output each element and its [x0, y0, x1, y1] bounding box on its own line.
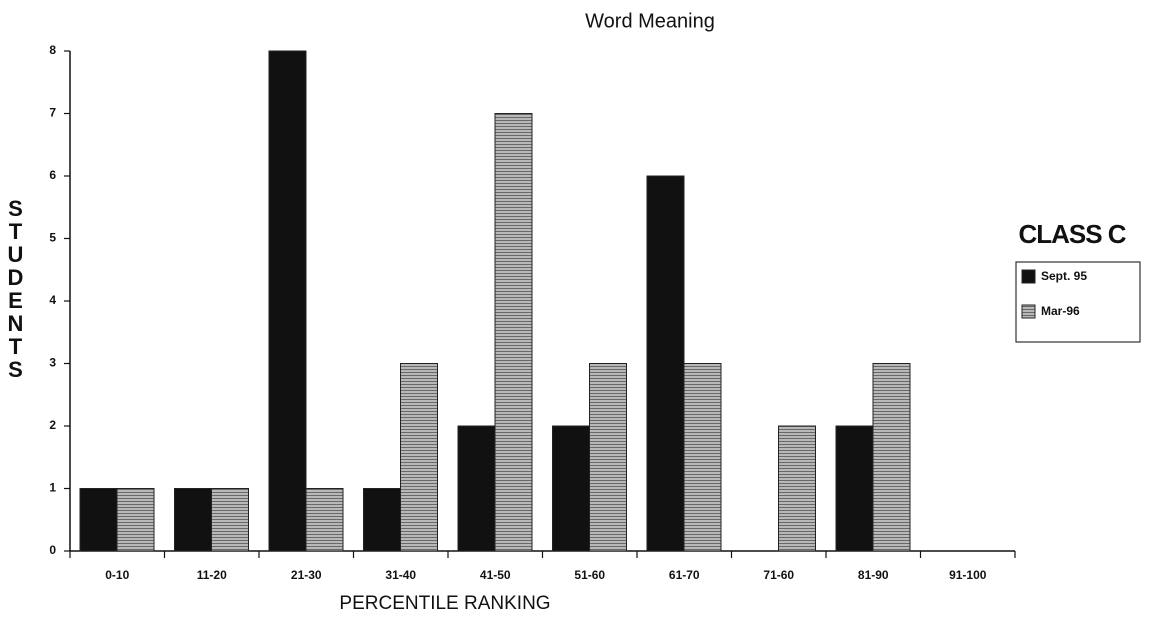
y-tick-label: 6 — [49, 168, 56, 182]
bar — [79, 488, 118, 552]
x-tick-label: 41-50 — [480, 568, 511, 582]
y-tick-label: 3 — [49, 356, 56, 370]
y-axis-label: STUDENTS — [3, 196, 28, 380]
legend-label: Sept. 95 — [1041, 269, 1087, 283]
legend-title: CLASS C — [1018, 219, 1126, 249]
y-tick-label: 5 — [49, 231, 56, 245]
bar — [174, 488, 212, 552]
y-tick-label: 7 — [49, 106, 56, 120]
bar — [589, 363, 627, 552]
x-tick-label: 21-30 — [291, 568, 322, 582]
chart-title: Word Meaning — [585, 10, 715, 32]
bar — [305, 488, 344, 552]
bar — [552, 425, 590, 552]
bar — [872, 363, 911, 552]
y-tick-label: 4 — [49, 293, 56, 307]
x-tick-label: 11-20 — [197, 568, 227, 582]
bar — [646, 175, 685, 552]
y-tick-label: 8 — [49, 43, 56, 57]
x-tick-label: 51-60 — [574, 568, 605, 582]
x-tick-label: 0-10 — [105, 568, 129, 582]
bar — [457, 425, 496, 552]
x-tick-label: 31-40 — [385, 568, 416, 582]
bar — [363, 488, 401, 552]
y-tick-label: 2 — [49, 418, 56, 432]
bar — [211, 488, 249, 552]
bar — [683, 363, 722, 552]
legend-label: Mar-96 — [1041, 304, 1080, 318]
bar — [400, 363, 438, 552]
x-tick-label: 71-60 — [763, 568, 794, 582]
bar — [835, 425, 874, 552]
x-axis-label: PERCENTILE RANKING — [339, 593, 550, 614]
x-tick-label: 61-70 — [669, 568, 700, 582]
bar — [778, 425, 816, 552]
legend-swatch — [1021, 304, 1036, 319]
bar — [494, 113, 533, 552]
legend-box — [1015, 261, 1141, 343]
legend-swatch — [1021, 269, 1036, 284]
y-tick-label: 0 — [49, 543, 56, 557]
y-tick-label: 1 — [49, 481, 56, 495]
bar — [116, 488, 155, 552]
bar — [268, 50, 307, 552]
x-tick-label: 81-90 — [858, 568, 889, 582]
x-tick-label: 91-100 — [949, 568, 987, 582]
